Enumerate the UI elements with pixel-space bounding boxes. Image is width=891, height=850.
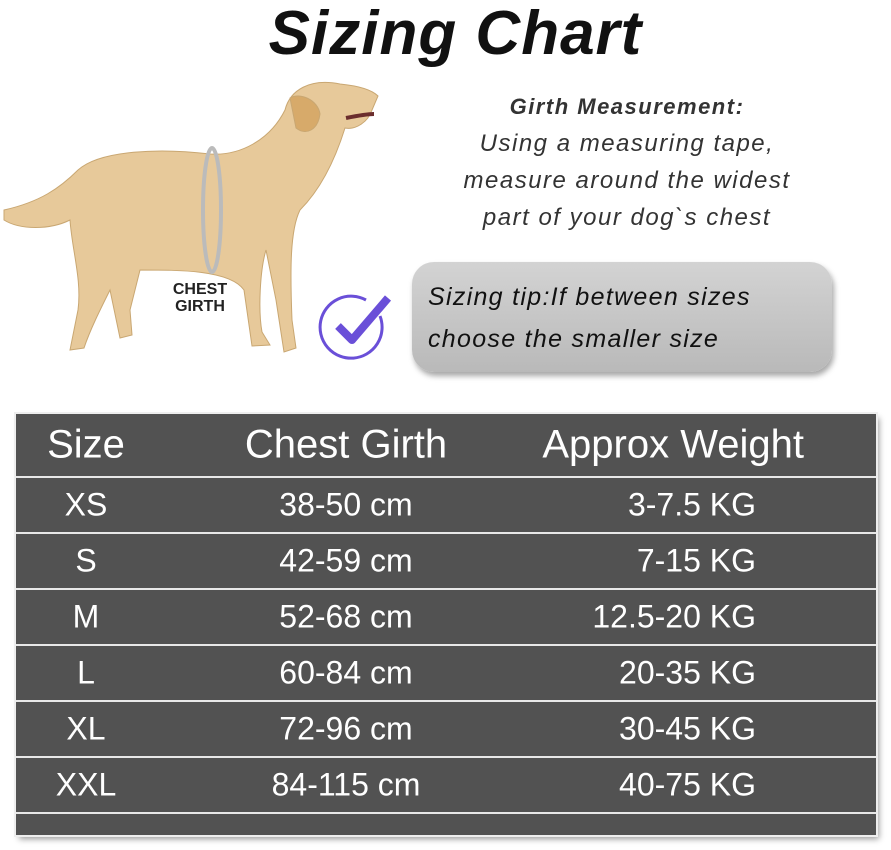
header-chest-girth: Chest Girth [244,422,448,467]
table-row: M 52-68 cm 12.5-20 KG [16,590,876,646]
cell-weight: 20-35 KG [619,654,756,691]
cell-chest-girth: 42-59 cm [279,542,413,579]
girth-line: measure around the widest [463,167,791,194]
cell-size: S [75,542,97,579]
size-table: Size Chest Girth Approx Weight XS 38-50 … [14,412,878,837]
cell-weight: 30-45 KG [619,710,756,747]
girth-line: Using a measuring tape, [479,130,775,157]
cell-weight: 3-7.5 KG [627,486,756,523]
chest-girth-label-2: GIRTH [175,298,225,315]
cell-chest-girth: 52-68 cm [279,598,413,635]
check-circle-icon [318,294,392,360]
table-header-row: Size Chest Girth Approx Weight [16,414,876,478]
girth-heading: Girth Measurement: [509,94,745,119]
header-size: Size [47,422,125,467]
sizing-tip-box: Sizing tip:If between sizes choose the s… [412,262,832,372]
sizing-tip-line: Sizing tip:If between sizes [428,283,751,311]
page-title: Sizing Chart [268,0,643,68]
cell-size: XXL [55,766,117,803]
cell-weight: 12.5-20 KG [592,598,756,635]
table-row: S 42-59 cm 7-15 KG [16,534,876,590]
cell-weight: 40-75 KG [619,766,756,803]
dog-illustration: CHEST GIRTH [3,82,379,353]
chest-girth-label-1: CHEST [173,281,227,298]
girth-measurement-info: Girth Measurement: Using a measuring tap… [420,88,834,236]
cell-chest-girth: 84-115 cm [271,766,421,803]
cell-chest-girth: 60-84 cm [279,654,413,691]
cell-chest-girth: 38-50 cm [279,486,413,523]
girth-line: part of your dog`s chest [482,204,772,231]
table-row: XXL 84-115 cm 40-75 KG [16,758,876,814]
table-row: L 60-84 cm 20-35 KG [16,646,876,702]
cell-size: M [72,598,100,635]
cell-chest-girth: 72-96 cm [279,710,413,747]
cell-size: XL [66,710,106,747]
cell-weight: 7-15 KG [636,542,756,579]
sizing-tip-line: choose the smaller size [428,325,720,353]
cell-size: XS [64,486,108,523]
table-row: XS 38-50 cm 3-7.5 KG [16,478,876,534]
table-row: XL 72-96 cm 30-45 KG [16,702,876,758]
cell-size: L [77,654,95,691]
header-approx-weight: Approx Weight [542,422,804,467]
